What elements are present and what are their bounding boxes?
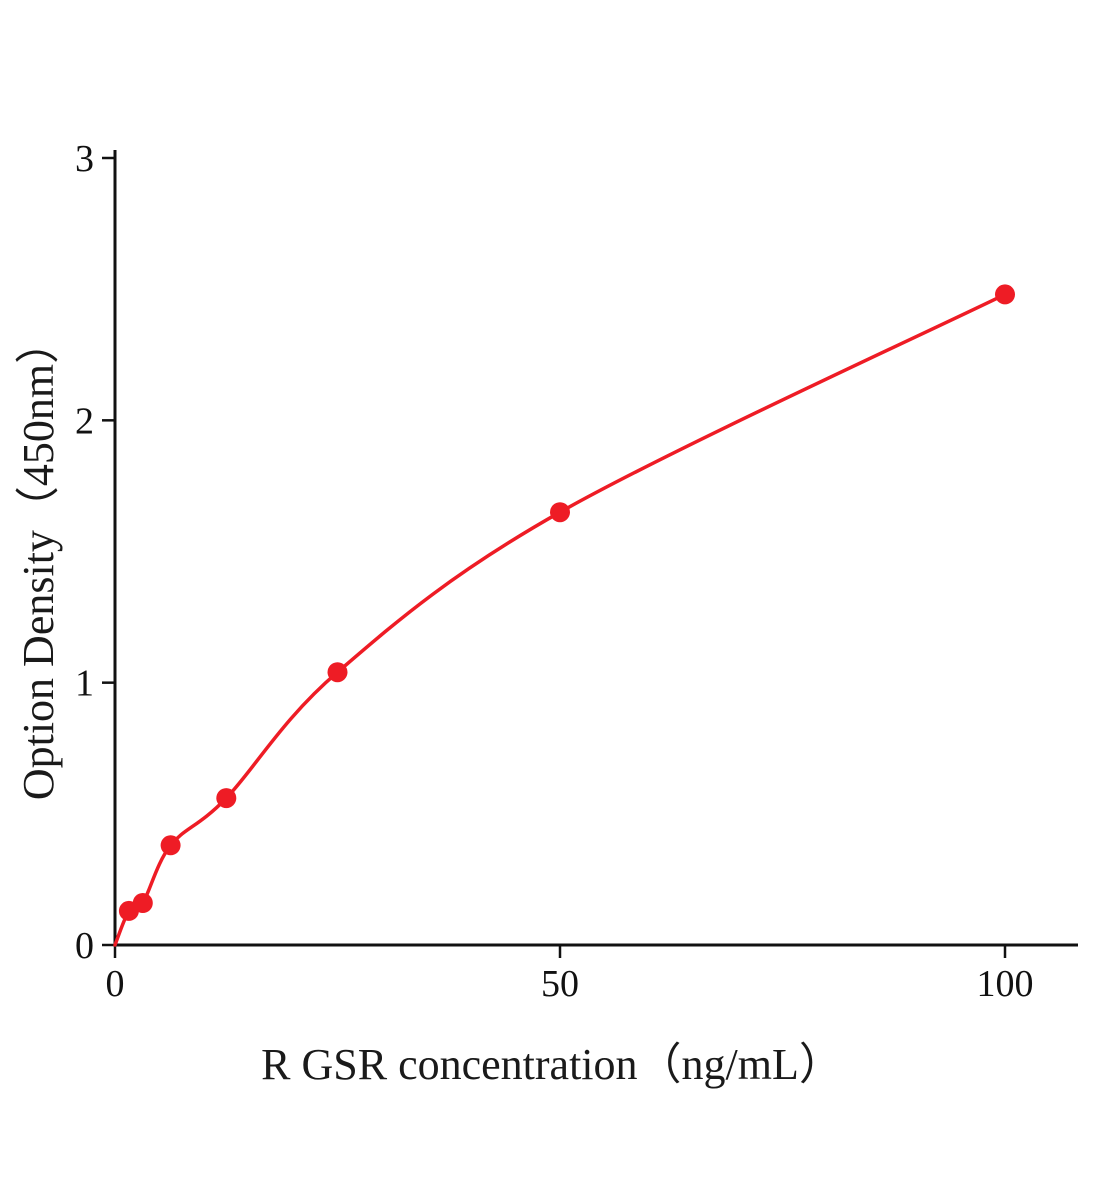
data-point-marker — [995, 284, 1015, 305]
data-point-marker — [216, 788, 237, 809]
y-tick-label: 0 — [75, 925, 94, 967]
y-axis-title: Option Density（450nm） — [14, 319, 63, 801]
y-tick-label: 1 — [75, 663, 94, 705]
data-point-marker — [160, 835, 181, 856]
x-tick-label: 0 — [106, 963, 125, 1005]
y-tick-label: 3 — [75, 138, 94, 180]
x-tick-label: 50 — [541, 963, 579, 1005]
data-point-marker — [550, 502, 570, 523]
data-point-marker — [132, 893, 153, 913]
x-tick-label: 100 — [977, 963, 1034, 1005]
x-axis-title: R GSR concentration（ng/mL） — [261, 1040, 843, 1089]
data-point-marker — [327, 662, 348, 683]
y-tick-label: 2 — [75, 400, 94, 442]
standard-curve-line — [113, 292, 1007, 947]
